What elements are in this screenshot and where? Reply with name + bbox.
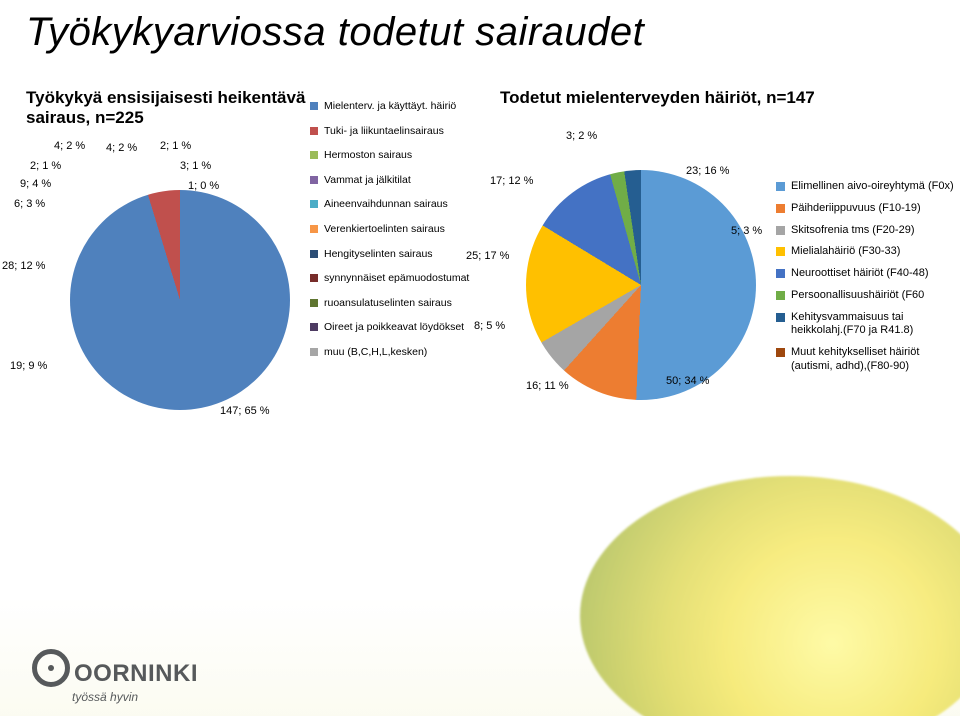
legend-label: Aineenvaihdunnan sairaus: [324, 198, 448, 211]
legend-swatch: [310, 176, 318, 184]
slice-label: 2; 1 %: [160, 140, 191, 152]
legend-item: Päihderiippuvuus (F10-19): [776, 202, 956, 216]
legend-label: Hengityselinten sairaus: [324, 248, 433, 261]
legend-item: Hermoston sairaus: [310, 149, 480, 162]
legend-label: Persoonallisuushäiriöt (F60: [791, 289, 924, 303]
legend-item: Skitsofrenia tms (F20-29): [776, 224, 956, 238]
page-title: Työkykyarviossa todetut sairaudet: [26, 10, 644, 55]
legend-item: Persoonallisuushäiriöt (F60: [776, 289, 956, 303]
legend-item: Aineenvaihdunnan sairaus: [310, 198, 480, 211]
legend-swatch: [776, 269, 785, 278]
chart2-subtitle: Todetut mielenterveyden häiriöt, n=147: [500, 88, 815, 108]
legend-swatch: [310, 151, 318, 159]
slice-label: 6; 3 %: [14, 198, 45, 210]
legend-label: Tuki- ja liikuntaelinsairaus: [324, 125, 444, 138]
slice-label: 3; 2 %: [566, 130, 597, 142]
legend-swatch: [310, 348, 318, 356]
legend-item: Tuki- ja liikuntaelinsairaus: [310, 125, 480, 138]
legend-label: Neuroottiset häiriöt (F40-48): [791, 267, 929, 281]
legend-swatch: [310, 225, 318, 233]
legend-item: Mielialahäiriö (F30-33): [776, 245, 956, 259]
chart1-area: 147; 65 %19; 9 %28; 12 %6; 3 %9; 4 %2; 1…: [20, 120, 480, 450]
legend-label: Verenkiertoelinten sairaus: [324, 223, 445, 236]
legend-swatch: [310, 127, 318, 135]
legend-label: Hermoston sairaus: [324, 149, 412, 162]
slice-label: 50; 34 %: [666, 375, 709, 387]
legend-item: Mielenterv. ja käyttäyt. häiriö: [310, 100, 480, 113]
legend-swatch: [310, 250, 318, 258]
legend-swatch: [776, 313, 785, 322]
legend-label: Mielialahäiriö (F30-33): [791, 245, 900, 259]
chart2-area: 50; 34 %16; 11 %8; 5 %25; 17 %17; 12 %3;…: [496, 120, 956, 460]
legend-swatch: [310, 274, 318, 282]
legend-swatch: [776, 204, 785, 213]
legend-item: synnynnäiset epämuodostumat: [310, 272, 480, 285]
footer: OORNINKI työssä hyvin: [0, 598, 960, 716]
slice-label: 4; 2 %: [54, 140, 85, 152]
chart1-legend: Mielenterv. ja käyttäyt. häiriö Tuki- ja …: [310, 100, 480, 371]
slice-label: 2; 1 %: [30, 160, 61, 172]
legend-label: Mielenterv. ja käyttäyt. häiriö: [324, 100, 456, 113]
slice-label: 28; 12 %: [2, 260, 45, 272]
legend-item: ruoansulatuselinten sairaus: [310, 297, 480, 310]
chart1-pie-wrap: [70, 190, 290, 410]
page: Työkykyarviossa todetut sairaudet Työkyk…: [0, 0, 960, 716]
slice-label: 5; 3 %: [731, 225, 762, 237]
brand-logo: OORNINKI: [32, 649, 198, 688]
legend-item: Oireet ja poikkeavat löydökset: [310, 321, 480, 334]
slice-label: 3; 1 %: [180, 160, 211, 172]
slice-label: 19; 9 %: [10, 360, 47, 372]
legend-item: Hengityselinten sairaus: [310, 248, 480, 261]
brand-tagline: työssä hyvin: [72, 690, 138, 704]
legend-swatch: [310, 323, 318, 331]
legend-item: Kehitysvammaisuus tai heikkolahj.(F70 ja…: [776, 311, 956, 339]
slice-label: 25; 17 %: [466, 250, 509, 262]
legend-item: muu (B,C,H,L,kesken): [310, 346, 480, 359]
legend-swatch: [776, 291, 785, 300]
legend-swatch: [310, 102, 318, 110]
legend-label: Päihderiippuvuus (F10-19): [791, 202, 921, 216]
legend-label: synnynnäiset epämuodostumat: [324, 272, 469, 285]
chart1-sub-line1: Työkykyä ensisijaisesti heikentävä: [26, 88, 305, 107]
legend-item: Muut kehitykselliset häiriöt (autismi, a…: [776, 346, 956, 374]
chart2-legend: Elimellinen aivo-oireyhtymä (F0x) Päihder…: [776, 180, 956, 382]
legend-label: Kehitysvammaisuus tai heikkolahj.(F70 ja…: [791, 311, 956, 339]
legend-item: Verenkiertoelinten sairaus: [310, 223, 480, 236]
legend-swatch: [776, 226, 785, 235]
legend-label: Skitsofrenia tms (F20-29): [791, 224, 914, 238]
brand-name: OORNINKI: [74, 660, 198, 687]
legend-swatch: [776, 348, 785, 357]
slice-label: 16; 11 %: [526, 380, 569, 392]
logo-icon: [32, 649, 70, 687]
legend-label: ruoansulatuselinten sairaus: [324, 297, 452, 310]
legend-swatch: [776, 247, 785, 256]
footer-flower-graphic: [580, 476, 960, 716]
legend-swatch: [310, 299, 318, 307]
legend-swatch: [310, 200, 318, 208]
chart1-pie: [70, 190, 290, 410]
legend-item: Elimellinen aivo-oireyhtymä (F0x): [776, 180, 956, 194]
legend-label: Oireet ja poikkeavat löydökset: [324, 321, 464, 334]
slice-label: 8; 5 %: [474, 320, 505, 332]
slice-label: 23; 16 %: [686, 165, 729, 177]
legend-swatch: [776, 182, 785, 191]
legend-label: Vammat ja jälkitilat: [324, 174, 411, 187]
legend-item: Vammat ja jälkitilat: [310, 174, 480, 187]
slice-label: 4; 2 %: [106, 142, 137, 154]
legend-label: Muut kehitykselliset häiriöt (autismi, a…: [791, 346, 956, 374]
legend-label: Elimellinen aivo-oireyhtymä (F0x): [791, 180, 954, 194]
legend-label: muu (B,C,H,L,kesken): [324, 346, 427, 359]
legend-item: Neuroottiset häiriöt (F40-48): [776, 267, 956, 281]
slice-label: 9; 4 %: [20, 178, 51, 190]
slice-label: 17; 12 %: [490, 175, 533, 187]
